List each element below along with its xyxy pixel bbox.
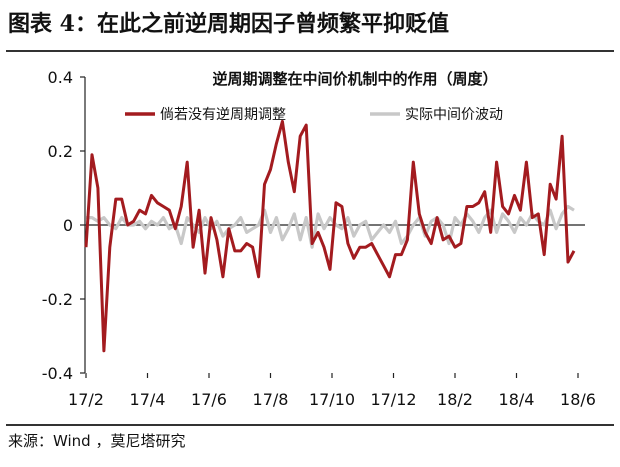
source-note: 来源：Wind ，莫尼塔研究 <box>8 432 186 450</box>
bottom-rule <box>6 424 614 426</box>
series-line-no-counter-cyclical <box>84 119 576 353</box>
x-tick-label: 17/6 <box>191 390 227 409</box>
y-tick-label: -0.4 <box>42 364 73 383</box>
x-tick-label: 18/4 <box>499 390 535 409</box>
x-ticks: 17/2 17/4 17/6 17/8 17/10 17/12 18/2 18/4 18/6 <box>68 373 596 409</box>
series-line-actual-fixing <box>86 204 575 249</box>
y-tick-label: 0 <box>63 216 73 235</box>
legend: 倘若没有逆周期调整 实际中间价波动 <box>125 107 503 123</box>
x-tick-label: 17/10 <box>309 390 355 409</box>
chart-title: 逆周期调整在中间价机制中的作用（周度） <box>212 70 497 88</box>
legend-label-0: 倘若没有逆周期调整 <box>160 107 286 123</box>
x-tick-label: 17/12 <box>370 390 416 409</box>
series-group <box>84 119 576 353</box>
top-rule <box>6 50 614 52</box>
x-tick-label: 17/2 <box>68 390 104 409</box>
y-ticks: 0.4 0.2 0 -0.2 -0.4 <box>42 68 85 383</box>
x-tick-label: 18/6 <box>560 390 596 409</box>
x-tick-label: 18/2 <box>437 390 473 409</box>
x-tick-label: 17/4 <box>130 390 166 409</box>
figure-title: 图表 4：在此之前逆周期因子曾频繁平抑贬值 <box>8 11 449 37</box>
y-tick-label: -0.2 <box>42 290 73 309</box>
x-tick-label: 17/8 <box>253 390 289 409</box>
legend-label-1: 实际中间价波动 <box>405 107 503 123</box>
y-tick-label: 0.2 <box>48 142 73 161</box>
y-tick-label: 0.4 <box>48 68 73 87</box>
